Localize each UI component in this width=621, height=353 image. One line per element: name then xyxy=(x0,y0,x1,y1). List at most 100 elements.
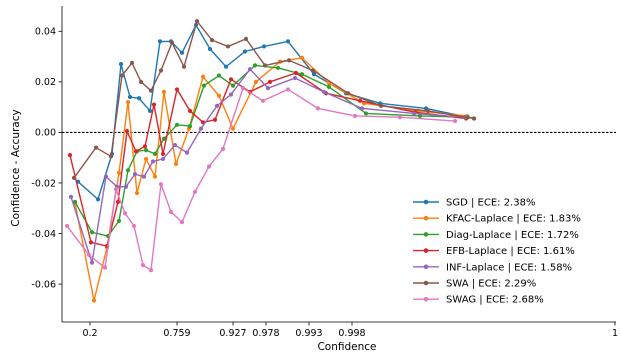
x-tick-label: 0.998 xyxy=(338,328,365,339)
x-tick-label: 0.759 xyxy=(163,328,190,339)
legend-item: SWA | ECE: 2.29% xyxy=(413,279,536,290)
data-point xyxy=(143,147,149,153)
data-point xyxy=(152,151,158,156)
data-point xyxy=(252,63,258,68)
series-6 xyxy=(64,86,458,273)
data-point xyxy=(262,63,268,68)
data-point xyxy=(247,67,253,72)
legend-label: SWAG | ECE: 2.68% xyxy=(446,295,544,306)
data-point xyxy=(174,87,180,92)
data-point xyxy=(68,194,74,199)
data-point xyxy=(89,260,95,265)
data-point xyxy=(359,106,365,111)
data-point xyxy=(123,184,129,189)
data-point xyxy=(161,89,167,95)
data-point xyxy=(152,174,158,179)
data-point xyxy=(89,230,95,235)
data-point xyxy=(184,150,190,155)
legend-label: SWA | ECE: 2.29% xyxy=(446,279,536,290)
data-point xyxy=(115,199,121,205)
data-point xyxy=(206,164,212,169)
data-point xyxy=(148,88,154,93)
data-point xyxy=(194,19,200,24)
data-point xyxy=(142,144,148,149)
data-point xyxy=(147,108,153,114)
data-point xyxy=(452,118,458,124)
data-point xyxy=(122,211,128,216)
data-point xyxy=(285,39,291,44)
data-point xyxy=(299,55,305,60)
data-point xyxy=(417,113,423,119)
legend-label: INF-Laplace | ECE: 1.58% xyxy=(446,262,572,273)
data-point xyxy=(181,64,187,69)
y-tick-label: 0.02 xyxy=(35,77,56,88)
x-tick-label: 0.978 xyxy=(252,328,279,339)
data-point xyxy=(253,79,259,84)
legend-marker xyxy=(423,280,429,286)
y-tick-label: 0.04 xyxy=(35,27,56,38)
data-point xyxy=(286,58,292,63)
data-point xyxy=(174,122,180,127)
data-point xyxy=(134,190,140,196)
data-point xyxy=(125,168,131,173)
data-point xyxy=(275,65,281,71)
data-point xyxy=(310,68,316,73)
x-tick-label: 1 xyxy=(612,328,618,339)
legend-item: SWAG | ECE: 2.68% xyxy=(413,295,544,306)
y-tick-label: 0.00 xyxy=(35,128,56,139)
series-line xyxy=(74,57,468,302)
legend-marker xyxy=(423,296,429,302)
data-point xyxy=(138,79,144,84)
data-point xyxy=(378,103,384,108)
data-point xyxy=(311,72,317,77)
series-1 xyxy=(72,55,470,303)
data-point xyxy=(113,187,119,192)
legend-item: SGD | ECE: 2.38% xyxy=(413,198,535,209)
data-point xyxy=(411,111,417,116)
series-5 xyxy=(71,19,477,181)
data-point xyxy=(207,46,213,52)
legend-item: INF-Laplace | ECE: 1.58% xyxy=(413,262,572,273)
data-point xyxy=(363,111,369,116)
data-point xyxy=(119,73,125,78)
data-point xyxy=(285,87,291,92)
data-point xyxy=(118,62,124,67)
data-point xyxy=(72,199,78,205)
data-point xyxy=(345,91,351,96)
data-point xyxy=(209,38,215,43)
legend-label: Diag-Laplace | ECE: 1.72% xyxy=(446,230,579,241)
data-point xyxy=(357,98,363,103)
data-point xyxy=(397,115,403,120)
data-point xyxy=(223,64,229,69)
y-tick-label: -0.06 xyxy=(31,279,56,290)
data-point xyxy=(95,197,101,202)
legend-label: SGD | ECE: 2.38% xyxy=(446,198,535,209)
data-point xyxy=(230,83,236,88)
data-point xyxy=(315,106,321,111)
data-point xyxy=(103,174,109,179)
data-point xyxy=(71,175,77,181)
legend-label: EFB-Laplace | ECE: 1.61% xyxy=(446,246,575,257)
legend-label: KFAC-Laplace | ECE: 1.83% xyxy=(446,214,581,225)
data-point xyxy=(200,74,206,79)
data-point xyxy=(64,223,70,229)
data-point xyxy=(228,92,234,97)
legend-marker xyxy=(423,248,429,253)
data-point xyxy=(225,44,231,49)
data-point xyxy=(187,108,193,114)
legend-item: Diag-Laplace | ECE: 1.72% xyxy=(413,230,579,241)
data-point xyxy=(88,240,94,245)
series-3 xyxy=(67,70,469,249)
x-tick-label: 0.2 xyxy=(82,328,97,339)
data-point xyxy=(292,75,298,81)
data-point xyxy=(228,77,234,82)
data-point xyxy=(242,49,248,54)
data-point xyxy=(151,102,157,107)
legend-marker xyxy=(423,215,429,221)
data-point xyxy=(187,123,193,129)
legend: SGD | ECE: 2.38% KFAC-Laplace | ECE: 1.83… xyxy=(413,198,581,306)
data-point xyxy=(158,68,164,73)
data-point xyxy=(127,94,133,100)
data-point xyxy=(141,174,147,179)
